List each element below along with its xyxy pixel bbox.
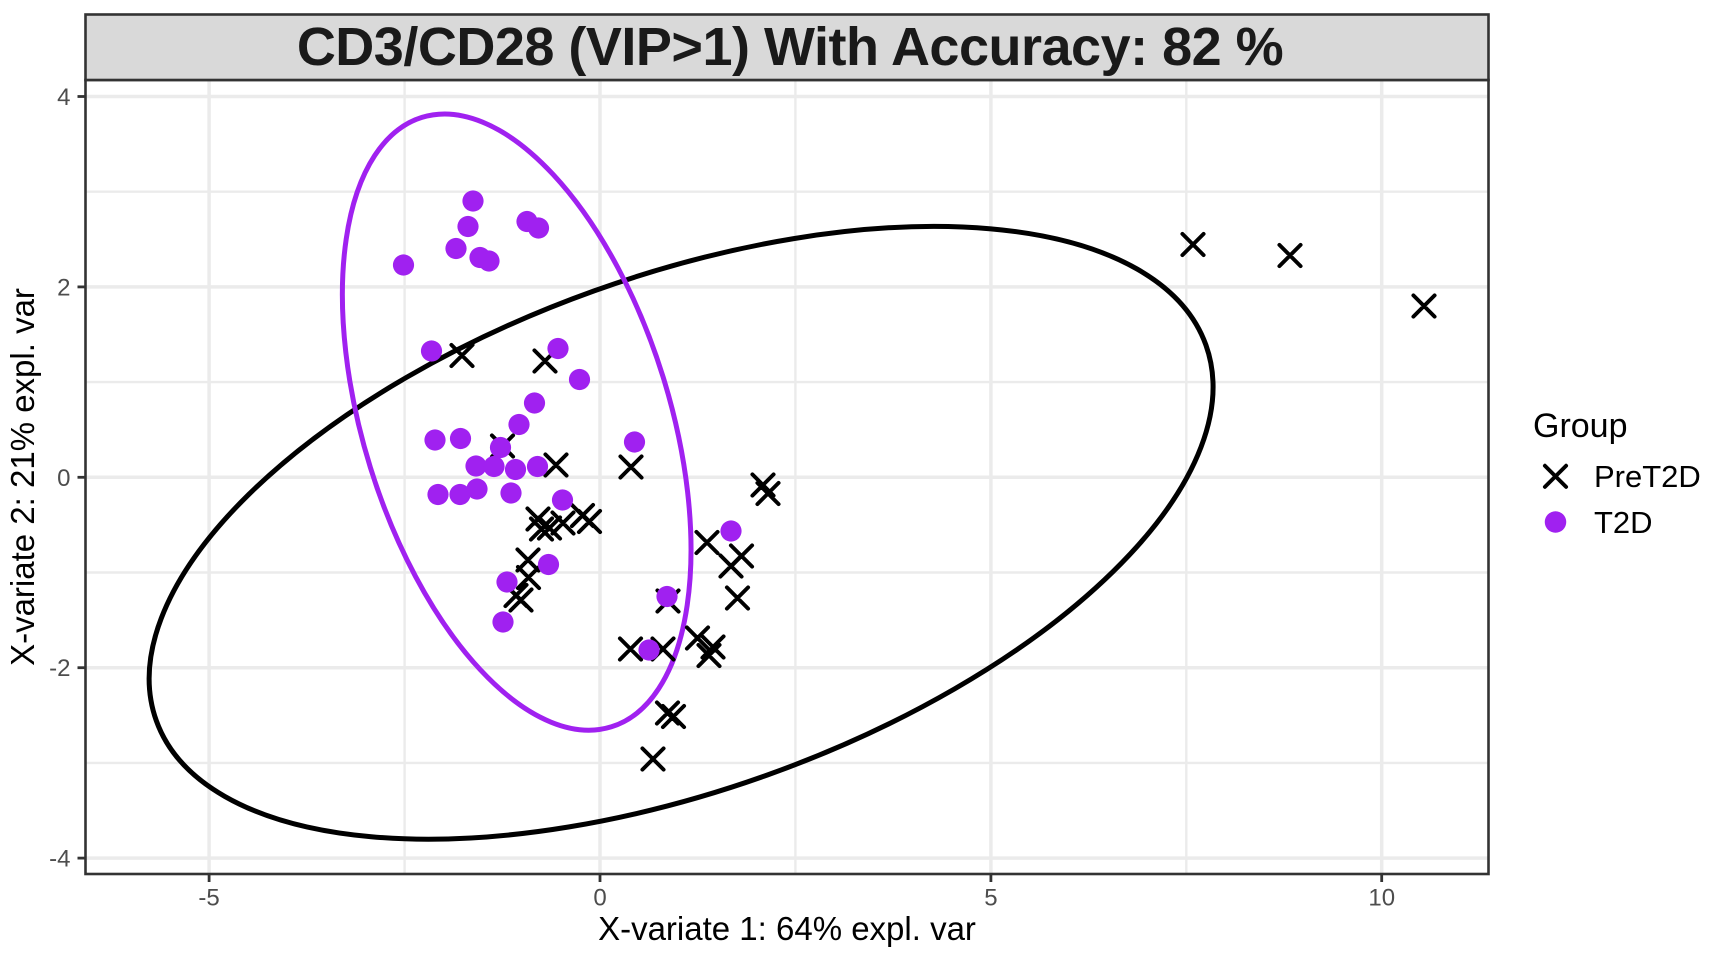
svg-text:4: 4 [57,84,70,111]
svg-text:X-variate 1: 64% expl. var: X-variate 1: 64% expl. var [598,910,976,947]
svg-text:10: 10 [1368,885,1395,912]
svg-text:CD3/CD28 (VIP>1) With Accuracy: CD3/CD28 (VIP>1) With Accuracy: 82 % [297,17,1283,77]
svg-text:0: 0 [57,465,70,492]
svg-text:2: 2 [57,274,70,301]
svg-text:5: 5 [984,885,997,912]
svg-text:X-variate 2: 21% expl. var: X-variate 2: 21% expl. var [4,288,41,666]
svg-text:PreT2D: PreT2D [1594,459,1701,494]
svg-text:-5: -5 [198,885,219,912]
svg-text:T2D: T2D [1594,505,1653,540]
svg-text:Group: Group [1533,407,1628,445]
svg-text:-2: -2 [49,655,70,682]
svg-text:0: 0 [593,885,606,912]
svg-text:-4: -4 [49,846,70,873]
